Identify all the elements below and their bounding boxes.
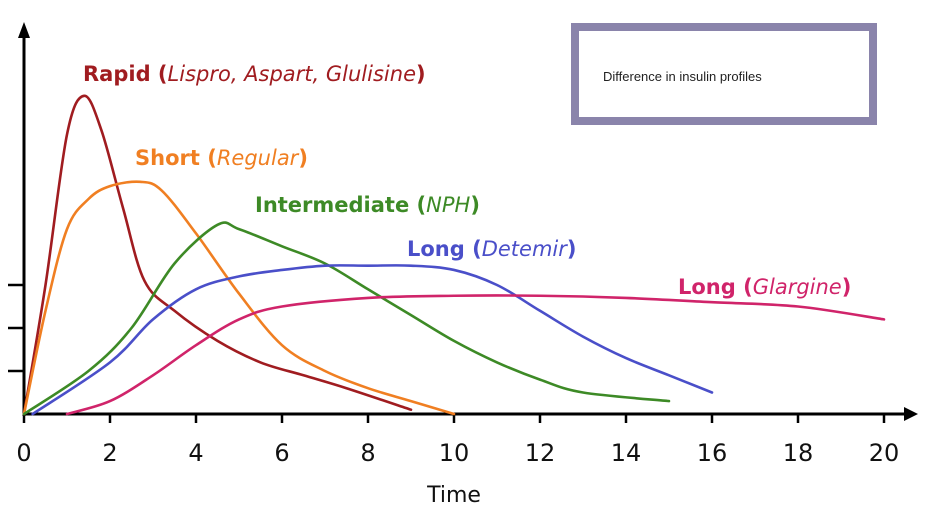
label-rapid: Rapid (Lispro, Aspart, Glulisine) (83, 62, 426, 86)
x-axis-arrow (904, 407, 918, 421)
x-tick-label: 2 (102, 439, 117, 467)
label-long-detemir: Long (Detemir) (407, 237, 577, 261)
x-tick-label: 18 (783, 439, 814, 467)
label-long-glargine: Long (Glargine) (678, 275, 852, 299)
label-intermediate: Intermediate (NPH) (255, 193, 480, 217)
y-axis-arrow (18, 22, 30, 38)
x-tick-label: 14 (611, 439, 642, 467)
x-axis-label: Time (426, 483, 481, 508)
x-tick-label: 4 (188, 439, 203, 467)
series-line-long-glargine (65, 294, 886, 416)
title-box: Difference in insulin profiles (571, 23, 877, 125)
x-tick-label: 10 (439, 439, 470, 467)
x-tick-label: 6 (274, 439, 289, 467)
series-line-short-regular (22, 180, 456, 416)
x-tick-label: 12 (525, 439, 556, 467)
x-tick-label: 16 (697, 439, 728, 467)
x-tick-label: 8 (360, 439, 375, 467)
x-tick-label: 20 (869, 439, 900, 467)
series-line-long-detemir (31, 264, 714, 416)
x-tick-label: 0 (16, 439, 31, 467)
chart-title: Difference in insulin profiles (603, 69, 762, 84)
series-line-intermediate-nph (22, 221, 671, 416)
label-short: Short (Regular) (135, 146, 308, 170)
series-line-rapid-lispro (22, 94, 413, 416)
